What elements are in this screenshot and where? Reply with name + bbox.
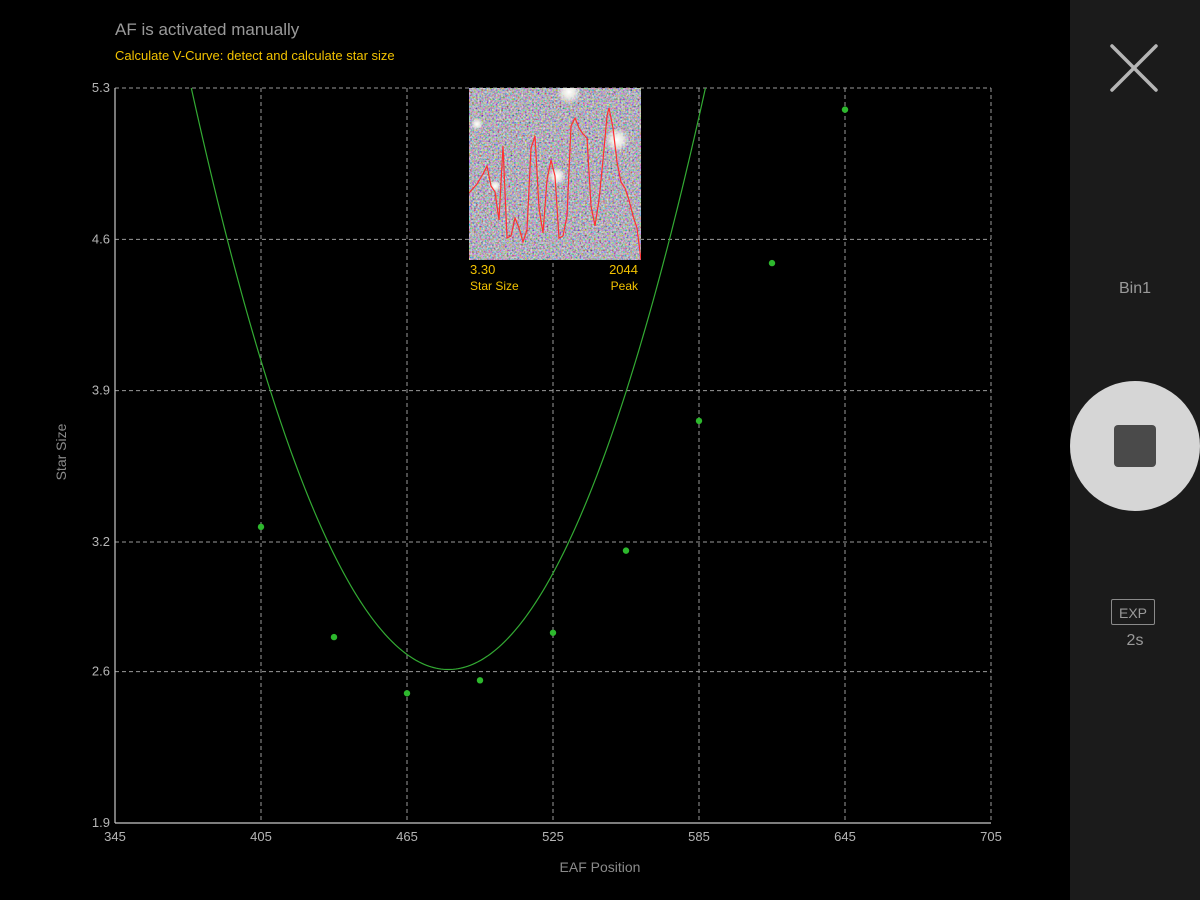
x-axis-label: EAF Position (560, 859, 641, 875)
y-tick-label: 3.2 (92, 534, 110, 549)
peak-value: 2044 (609, 262, 638, 277)
status-text: AF is activated manually (115, 20, 300, 39)
x-tick-label: 585 (688, 829, 710, 844)
data-point (622, 547, 630, 554)
data-point (768, 259, 776, 267)
star-image (469, 88, 641, 260)
data-point (841, 106, 849, 113)
data-point (403, 690, 411, 697)
y-axis-label: Star Size (53, 423, 69, 480)
tick-labels: 345 405 465 525 585 645 705 1.9 2.6 3.2 3.9 4.6 5.3 (92, 80, 1002, 844)
y-tick-label: 4.6 (92, 231, 110, 246)
y-tick-label: 3.9 (92, 383, 110, 398)
close-icon (1110, 44, 1158, 92)
y-tick-label: 2.6 (92, 664, 110, 679)
binning-selector[interactable]: Bin1 (1118, 280, 1152, 297)
task-subtitle: Calculate V-Curve: detect and calculate … (115, 48, 395, 63)
data-point (549, 629, 557, 636)
star-thumbnail (469, 88, 641, 260)
exposure-button[interactable]: EXP (1111, 599, 1155, 625)
data-points (257, 106, 849, 697)
star-size-value: 3.30 (470, 262, 496, 277)
close-button[interactable] (1106, 40, 1162, 96)
stop-button[interactable] (1070, 381, 1200, 511)
star-profile-line (469, 107, 641, 260)
x-tick-label: 645 (834, 829, 856, 844)
x-tick-label: 465 (396, 829, 418, 844)
x-tick-label: 705 (980, 829, 1002, 844)
data-point (695, 417, 703, 425)
data-point (257, 523, 265, 531)
y-tick-label: 1.9 (92, 815, 110, 830)
v-curve-chart: 345 405 465 525 585 645 7051.92.63.23.94.65.3 … (53, 80, 1002, 875)
data-point (476, 677, 484, 684)
x-tick-label: 345 (104, 829, 126, 844)
stop-icon (1114, 425, 1156, 467)
peak-label: Peak (610, 279, 638, 293)
x-tick-label: 405 (250, 829, 272, 844)
chart-axes (114, 88, 991, 824)
data-point (330, 633, 338, 641)
fit-curve (190, 88, 707, 671)
y-tick-label: 5.3 (92, 80, 110, 95)
star-size-label: Star Size (470, 279, 519, 293)
x-tick-label: 525 (542, 829, 564, 844)
exposure-value: 2s (1126, 632, 1144, 649)
